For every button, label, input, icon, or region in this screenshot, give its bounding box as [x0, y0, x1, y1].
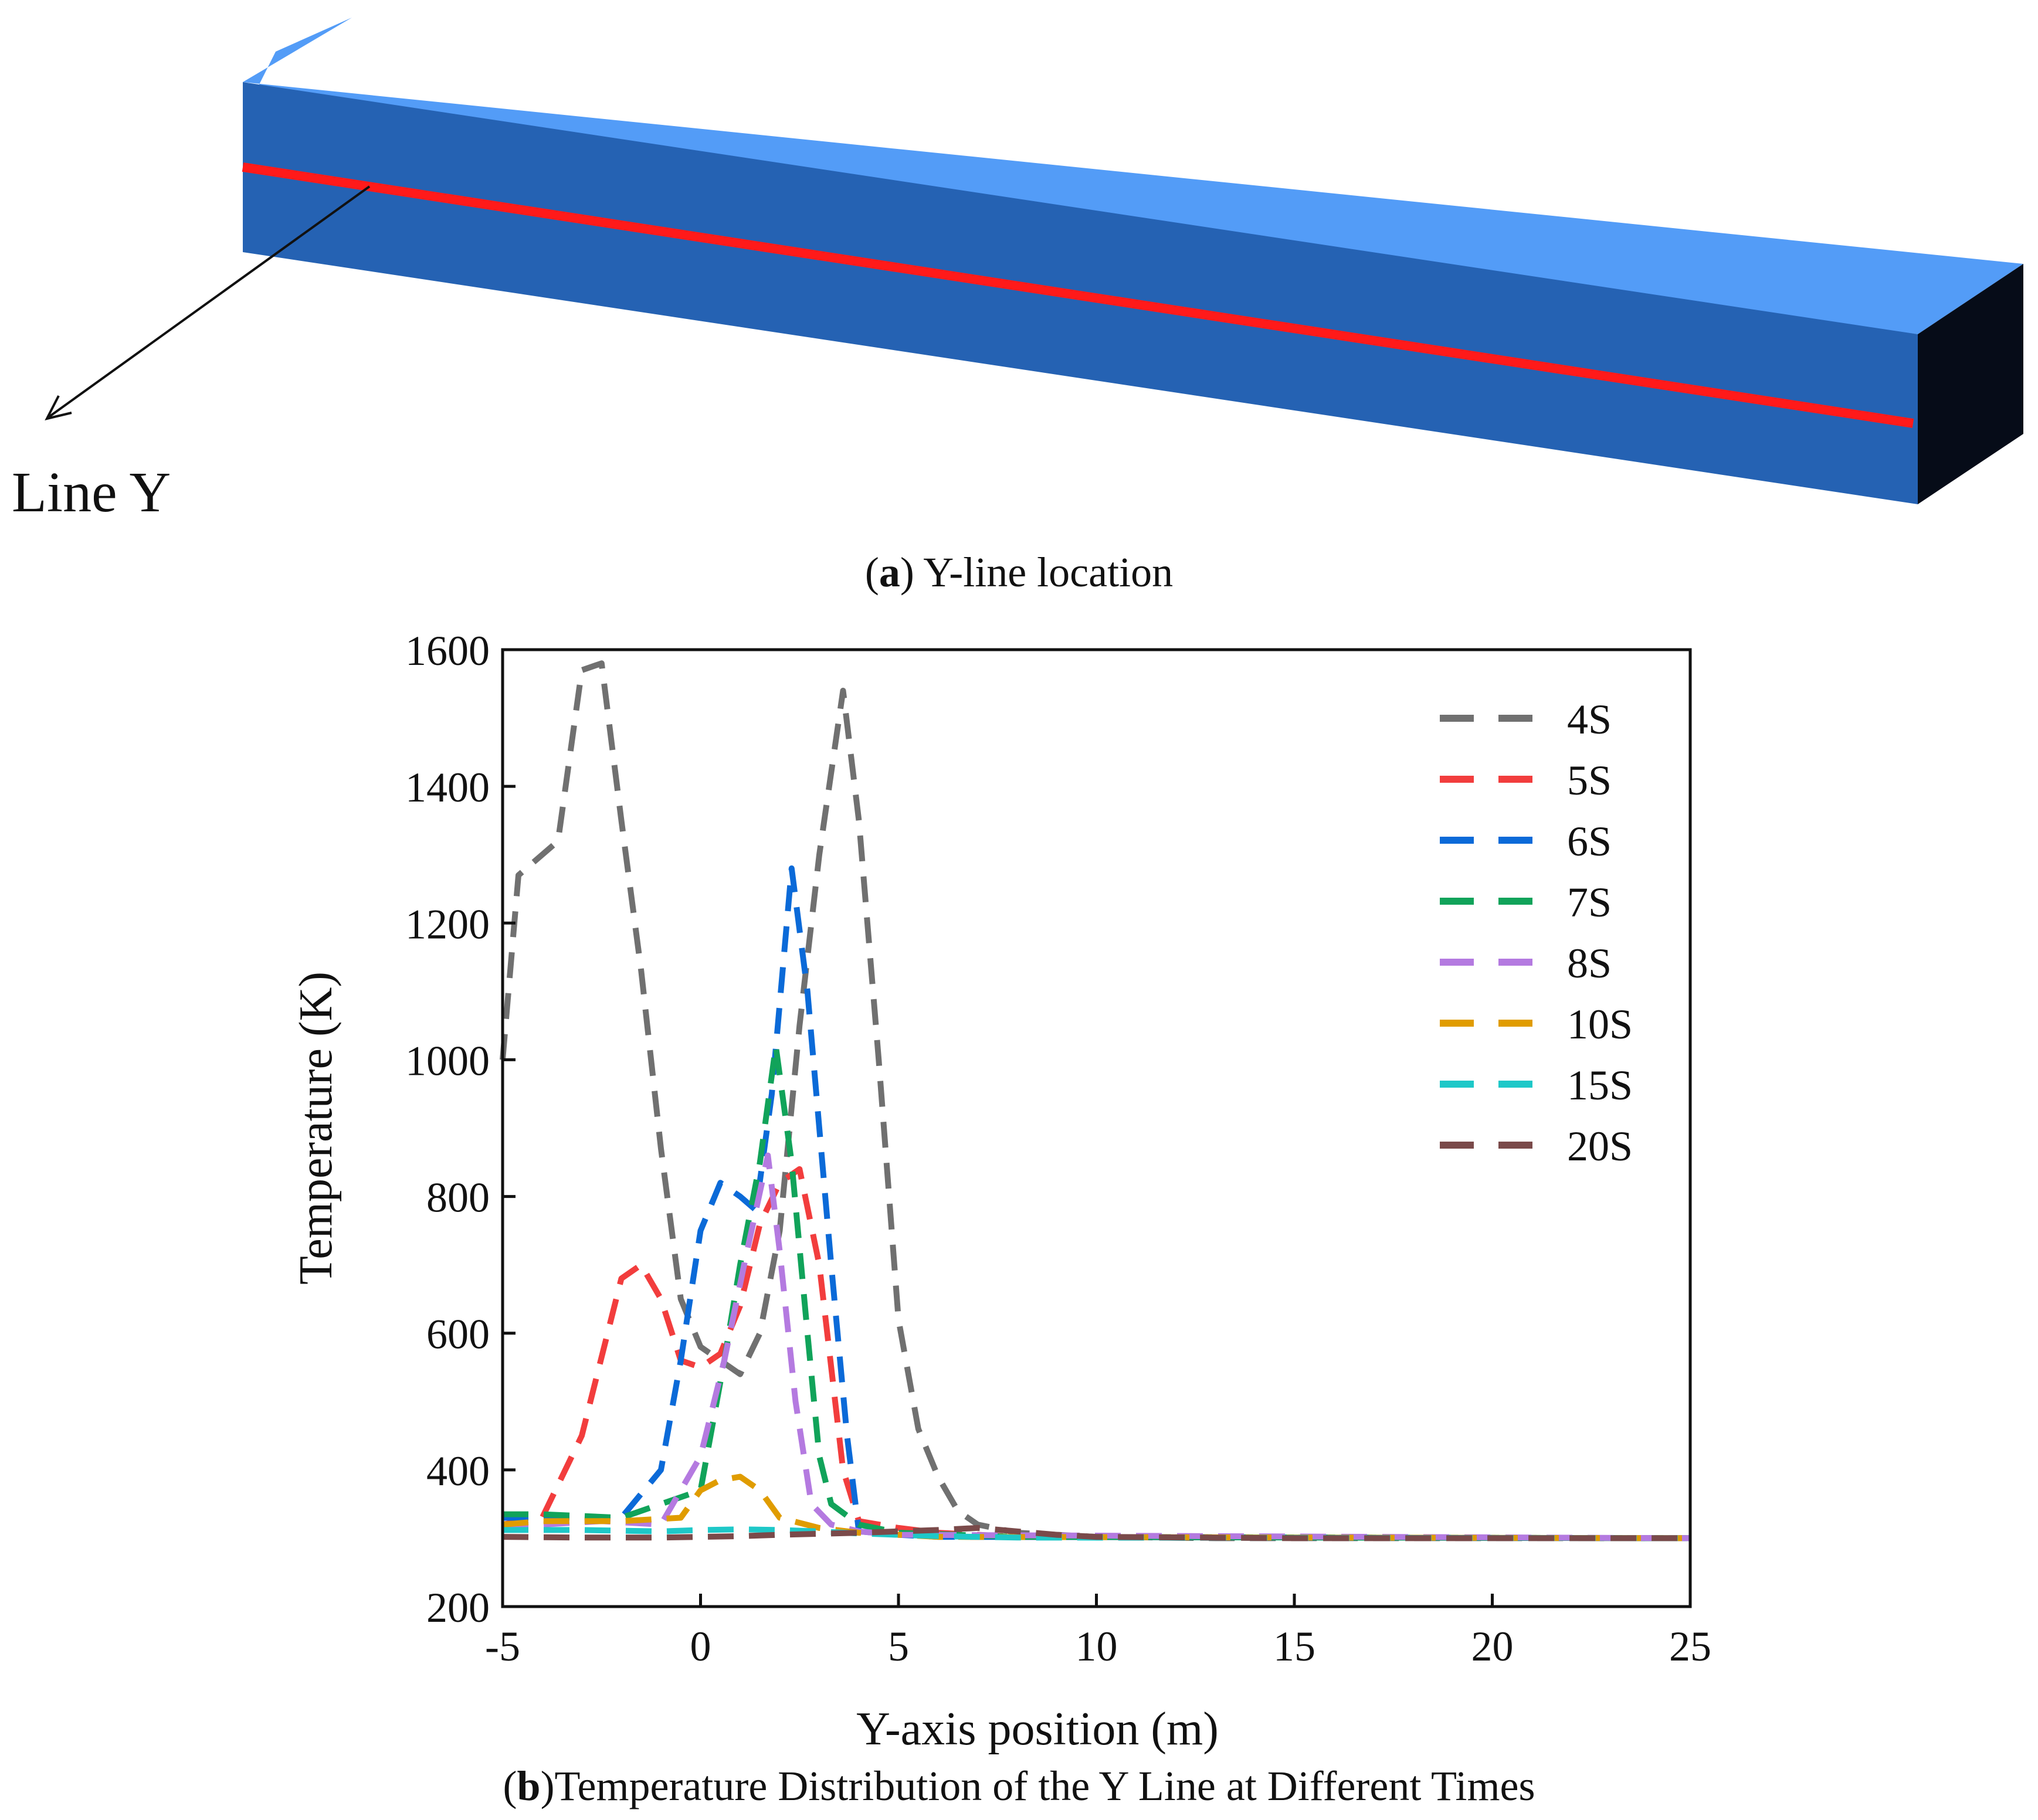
line-y-marker [242, 162, 1914, 428]
pointer-arrowhead [45, 395, 72, 420]
y-tick-label: 600 [426, 1311, 490, 1358]
y-tick-label: 1400 [405, 764, 490, 811]
x-tick-label: 5 [888, 1623, 909, 1670]
x-tick-label: 15 [1273, 1623, 1315, 1670]
caption-b: (b)Temperature Distribution of the Y Lin… [503, 1763, 1535, 1809]
series-line-10S [502, 1473, 1691, 1541]
plot-frame [501, 648, 1692, 1608]
x-tick-label: 10 [1076, 1623, 1118, 1670]
beam-top-face [243, 18, 2023, 334]
x-tick-label: -5 [485, 1623, 520, 1670]
legend-label-15S: 15S [1567, 1062, 1633, 1109]
chart-svg: -5 0 5 10 15 20 25 200 400 600 800 1000 1200 1400 1600… [290, 627, 1711, 1755]
series-line-6S [503, 865, 1691, 1541]
axis-layer: -5 0 5 10 15 20 25 200 400 600 800 1000 1200 1400 1600 [405, 627, 1711, 1670]
legend-label-8S: 8S [1567, 940, 1612, 987]
y-tick-label: 1600 [405, 627, 490, 674]
caption-a-text: ) Y-line location [900, 549, 1174, 596]
caption-a-letter: a [879, 549, 900, 596]
legend-label-5S: 5S [1567, 757, 1612, 804]
y-axis-label: Temperature (K) [290, 972, 342, 1285]
temperature-chart: -5 0 5 10 15 20 25 200 400 600 800 1000 1200 1400 1600… [0, 586, 2038, 1820]
line-y-label: Line Y [12, 461, 171, 524]
series-layer [500, 660, 1691, 1541]
y-tick-label: 400 [426, 1448, 490, 1495]
legend-label-20S: 20S [1567, 1123, 1633, 1170]
y-tick-label: 1200 [405, 901, 490, 948]
legend-label-10S: 10S [1567, 1001, 1633, 1048]
beam-illustration: Line Y [0, 0, 2038, 545]
legend-label-7S: 7S [1567, 879, 1612, 926]
series-line-20S [502, 1524, 1690, 1541]
series-line-4S [500, 660, 1690, 1541]
legend-label-6S: 6S [1567, 818, 1612, 865]
series-line-7S [503, 1043, 1691, 1541]
x-tick-label: 25 [1669, 1623, 1711, 1670]
y-tick-label: 1000 [405, 1037, 490, 1084]
legend: 4S 5S 6S 7S 8S 10S 15S 20S [1440, 696, 1633, 1170]
series-line-5S [502, 1166, 1691, 1541]
y-tick-label: 800 [426, 1174, 490, 1221]
x-tick-label: 20 [1471, 1623, 1514, 1670]
caption-b-text: )Temperature Distribution of the Y Line … [540, 1763, 1535, 1809]
legend-label-4S: 4S [1567, 696, 1612, 743]
beam-svg: Line Y [12, 18, 2023, 524]
pointer-arrow-line [47, 185, 371, 419]
y-tick-label: 200 [426, 1584, 490, 1631]
x-tick-label: 0 [690, 1623, 711, 1670]
caption-b-letter: b [517, 1763, 541, 1809]
caption-a: (a) Y-line location [864, 549, 1174, 596]
beam-end-face [1918, 264, 2023, 504]
x-axis-label: Y-axis position (m) [856, 1703, 1219, 1755]
series-line-15S [503, 1526, 1691, 1541]
